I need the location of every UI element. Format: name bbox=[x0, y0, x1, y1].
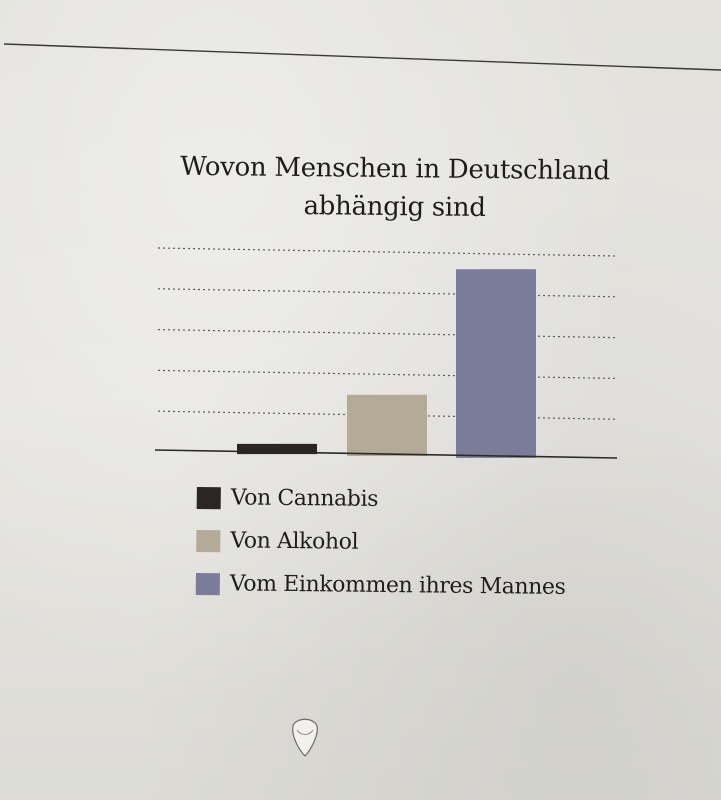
legend-swatch-einkommen bbox=[195, 572, 220, 595]
gridline bbox=[157, 369, 616, 379]
gridline bbox=[157, 288, 616, 298]
gridline bbox=[157, 410, 616, 420]
legend-item-einkommen: Vom Einkommen ihres Mannes bbox=[195, 562, 566, 609]
legend-item-cannabis: Von Cannabis bbox=[196, 476, 567, 523]
x-axis-baseline bbox=[154, 449, 618, 459]
gridline bbox=[157, 329, 616, 339]
legend-label-alkohol: Von Alkohol bbox=[230, 528, 359, 555]
legend-swatch-cannabis bbox=[196, 486, 221, 509]
legend-label-einkommen: Vom Einkommen ihres Mannes bbox=[229, 571, 566, 600]
paper-punch-hole bbox=[292, 718, 318, 757]
gridline bbox=[157, 247, 616, 257]
bar-cannabis bbox=[237, 443, 317, 455]
gridlines bbox=[157, 247, 616, 420]
page-top-rule bbox=[3, 43, 721, 71]
legend-item-alkohol: Von Alkohol bbox=[196, 519, 566, 566]
legend-label-cannabis: Von Cannabis bbox=[230, 485, 379, 512]
bar-einkommen bbox=[456, 269, 536, 458]
chart-legend: Von Cannabis Von Alkohol Vom Einkommen i… bbox=[195, 476, 567, 609]
bars bbox=[237, 269, 536, 458]
bar-alkohol bbox=[347, 394, 427, 457]
legend-swatch-alkohol bbox=[196, 529, 221, 552]
